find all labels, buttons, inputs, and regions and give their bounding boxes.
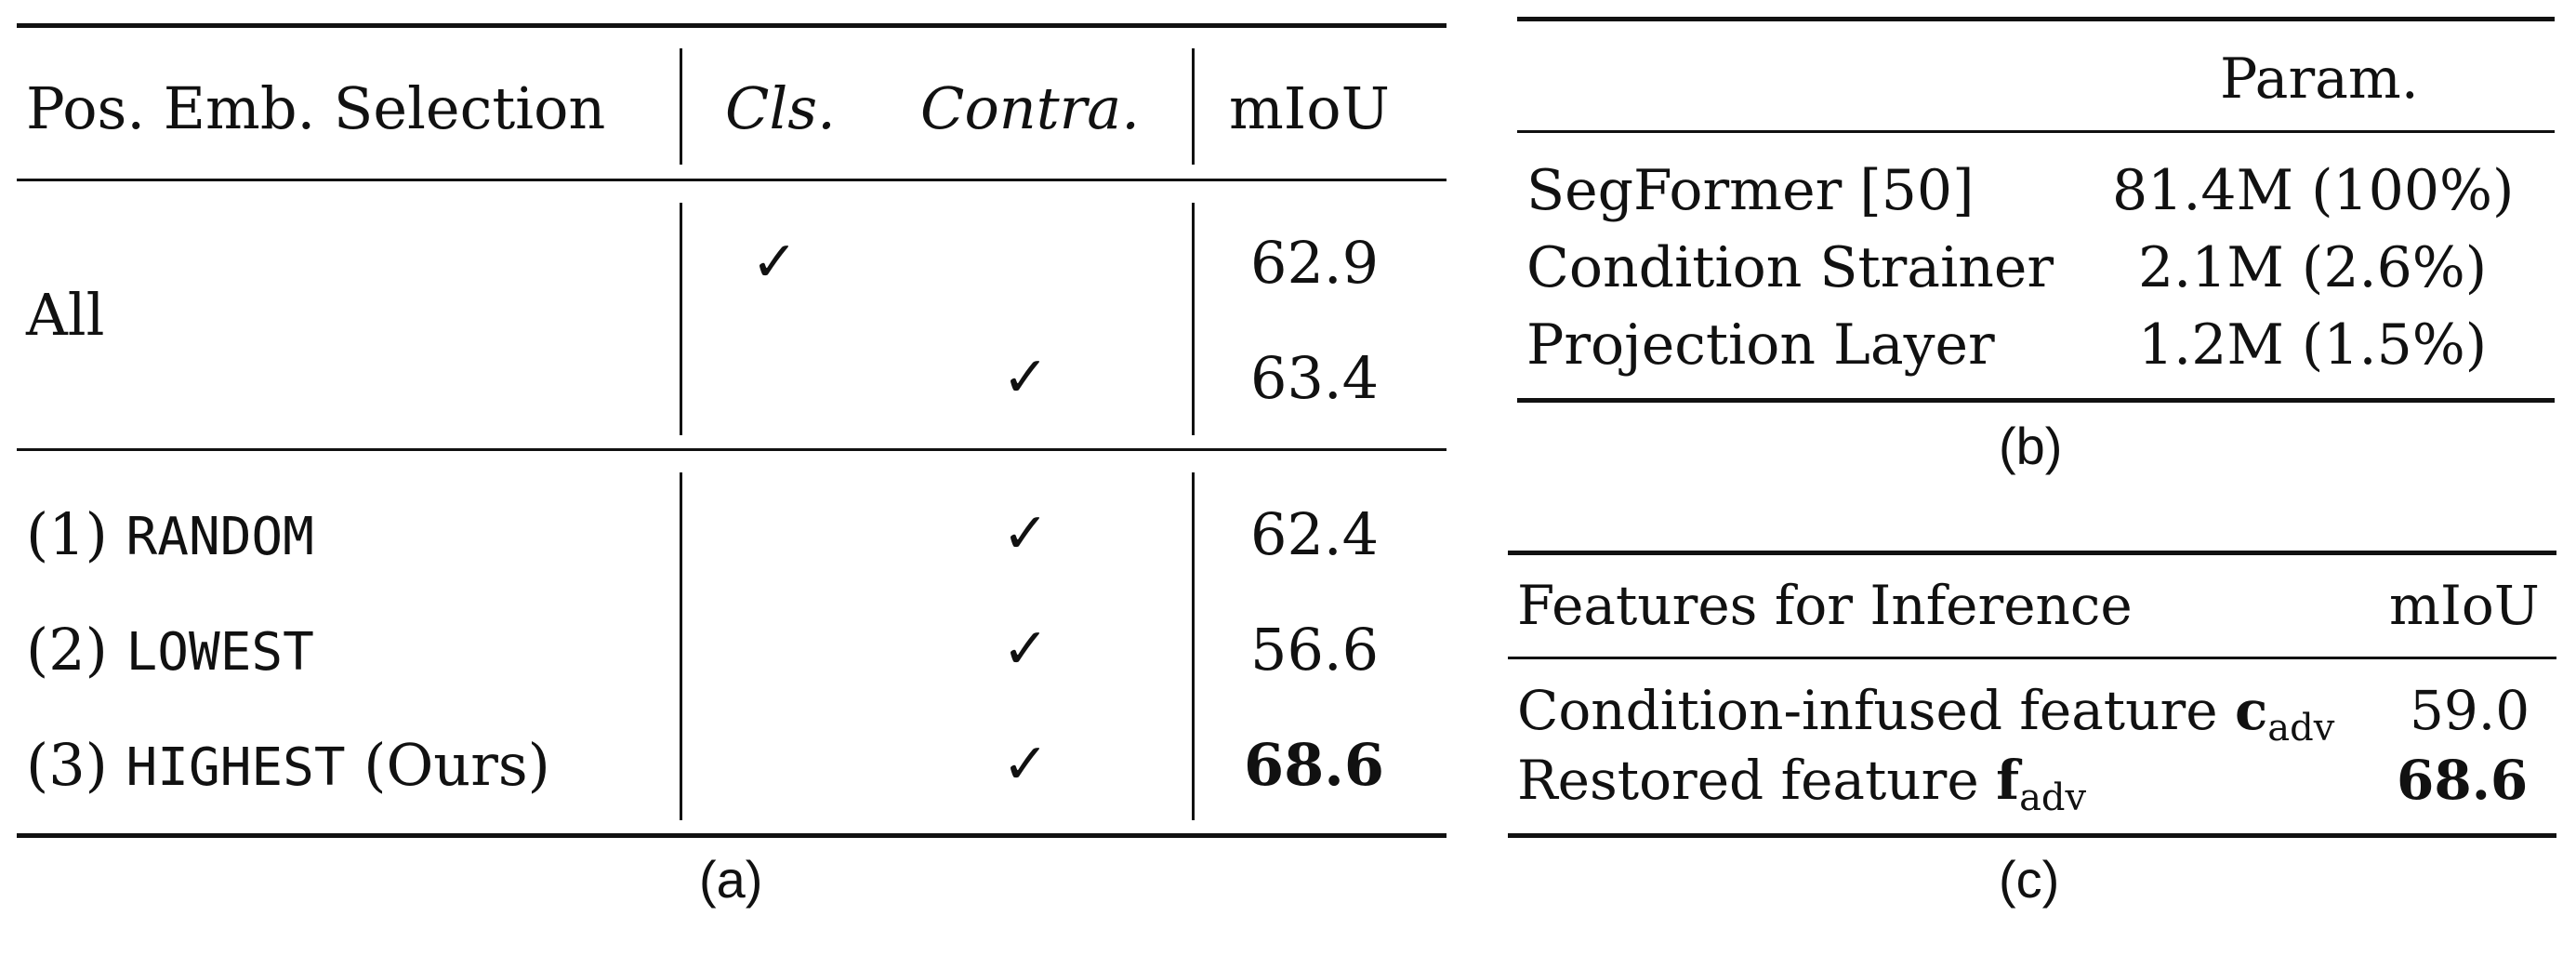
table-c-bottom-rule: [1508, 833, 2556, 838]
table-a-header-miou: mIoU: [1229, 74, 1390, 142]
table-a-bottom-rule: [17, 833, 1447, 838]
table-a-row2-contra-check: ✓: [1002, 345, 1050, 410]
table-a-row3-miou: 62.4: [1250, 500, 1380, 568]
table-a-row4-prefix: (2): [26, 616, 108, 684]
table-c-row2-name: Restored feature: [1517, 749, 1979, 812]
table-b-row1-name: SegFormer [50]: [1526, 158, 1975, 223]
table-a-row4-miou: 56.6: [1250, 616, 1380, 684]
table-b-header-param: Param.: [2220, 46, 2419, 112]
table-a-row3-prefix: (1): [26, 500, 108, 568]
table-c-caption: (c): [1999, 850, 2060, 909]
table-c-row2-symbol: f: [1996, 749, 2020, 812]
table-a-row3-method: RANDOM: [125, 507, 314, 567]
table-a-row4-method: LOWEST: [125, 622, 314, 683]
table-a-row1-miou: 62.9: [1250, 229, 1380, 297]
table-a-vline-group1-1: [680, 203, 682, 435]
table-a-header-cls: Cls.: [725, 74, 836, 142]
table-c-row2-miou: 68.6: [2397, 749, 2529, 812]
table-a-row5-suffix: (Ours): [363, 731, 550, 799]
table-c-header-rule: [1508, 657, 2556, 659]
table-a-row5-miou: 68.6: [1244, 731, 1385, 799]
table-b-row2-name: Condition Strainer: [1526, 235, 2054, 300]
table-a-row1-cls-check: ✓: [751, 230, 799, 295]
table-c-row1-miou: 59.0: [2410, 679, 2530, 742]
table-c-row1-subscript: adv: [2267, 707, 2335, 750]
table-c-row1-symbol: c: [2234, 679, 2268, 742]
table-a-row4-contra-check: ✓: [1002, 617, 1050, 682]
table-a-vline-group1-2: [1192, 203, 1195, 435]
table-a-caption: (a): [699, 850, 763, 909]
table-a-top-rule: [17, 23, 1447, 28]
table-a-vline-header-1: [680, 48, 682, 165]
table-a-row4-selection: (2) LOWEST: [26, 621, 314, 679]
table-c-row1-name: Condition-infused feature: [1517, 679, 2218, 742]
table-a-header-rule: [17, 179, 1447, 181]
table-a-row5-prefix: (3): [26, 731, 108, 799]
table-b-top-rule: [1517, 17, 2555, 21]
table-b-header-rule: [1517, 130, 2555, 133]
table-a-row2-miou: 63.4: [1250, 344, 1380, 412]
table-a-header-selection: Pos. Emb. Selection: [26, 74, 606, 142]
table-b-row1-value: 81.4M (100%): [2112, 158, 2515, 223]
table-a-vline-group2-1: [680, 472, 682, 820]
table-a-group-all-label: All: [26, 281, 105, 349]
table-a-row3-contra-check: ✓: [1002, 501, 1050, 566]
table-c-header-features: Features for Inference: [1517, 574, 2133, 637]
table-b-row2-value: 2.1M (2.6%): [2138, 235, 2488, 300]
table-a-row5-selection: (3) HIGHEST (Ours): [26, 737, 550, 794]
table-b-caption: (b): [1999, 417, 2063, 475]
table-a-vline-header-2: [1192, 48, 1195, 165]
table-a-row5-contra-check: ✓: [1002, 732, 1050, 797]
table-b-bottom-rule: [1517, 398, 2555, 403]
table-c-row2-feature: Restored feature fadv: [1517, 753, 2086, 817]
table-b-row3-name: Projection Layer: [1526, 312, 1995, 378]
table-c-row2-subscript: adv: [2019, 777, 2087, 819]
table-c-top-rule: [1508, 551, 2556, 555]
table-a-row5-method: HIGHEST: [125, 737, 346, 798]
table-a-mid-rule: [17, 448, 1447, 451]
table-c-header-miou: mIoU: [2389, 574, 2540, 637]
table-a-vline-group2-2: [1192, 472, 1195, 820]
table-b-row3-value: 1.2M (1.5%): [2138, 312, 2488, 378]
table-a-row3-selection: (1) RANDOM: [26, 506, 314, 564]
table-a-header-contra: Contra.: [920, 74, 1140, 142]
table-c-row1-feature: Condition-infused feature cadv: [1517, 684, 2334, 747]
